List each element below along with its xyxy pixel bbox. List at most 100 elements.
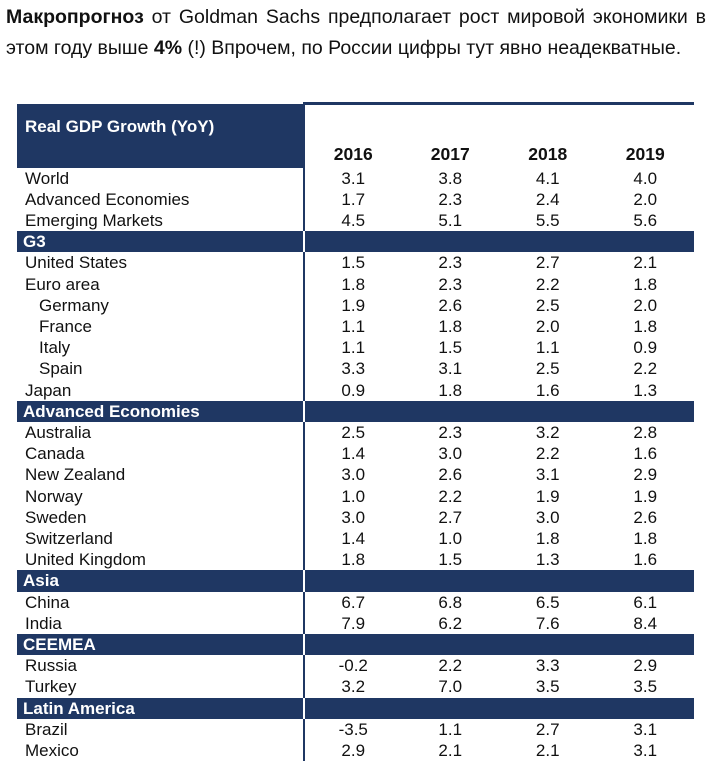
cell-value: 1.7 (341, 189, 366, 209)
intro-text-end: (!) Впрочем, по России цифры тут явно не… (182, 37, 682, 59)
cell-value: 2.3 (438, 422, 463, 442)
cell-value: 6.8 (438, 592, 463, 612)
cell-value: 6.1 (633, 592, 658, 612)
section-fill (304, 697, 694, 719)
table-row: Switzerland 1.4 1.0 1.8 1.8 (17, 527, 694, 550)
cell-value: 1.8 (535, 528, 560, 548)
cell-value: 2.1 (438, 740, 463, 760)
table-row: United Kingdom 1.8 1.5 1.3 1.6 (17, 549, 694, 571)
table-row: France 1.1 1.8 2.0 1.8 (17, 315, 694, 338)
cell-value: 1.0 (341, 486, 366, 506)
row-label: France (17, 315, 305, 338)
cell-value: 2.3 (438, 274, 463, 294)
cell-value: 1.8 (633, 528, 658, 548)
cell-value: 2.6 (633, 507, 658, 527)
cell-value: 2.3 (438, 189, 463, 209)
cell-value: 3.8 (438, 168, 463, 188)
row-label: Switzerland (17, 527, 305, 550)
cell-value: 3.0 (438, 444, 463, 464)
cell-value: 1.5 (341, 253, 366, 273)
cell-value: 7.9 (341, 613, 366, 633)
table-row: Emerging Markets 4.5 5.1 5.5 5.6 (17, 209, 694, 232)
cell-value: 1.8 (341, 274, 366, 294)
row-label: Germany (17, 294, 305, 316)
table-row: Mexico 2.9 2.1 2.1 3.1 (17, 739, 694, 762)
cell-value: 3.0 (341, 465, 366, 485)
row-label: Euro area (17, 273, 305, 295)
section-header-row: Advanced Economies (17, 400, 694, 422)
cell-value: 2.0 (633, 295, 658, 315)
cell-value: 1.8 (633, 316, 658, 336)
cell-value: 2.0 (535, 316, 560, 336)
cell-value: 2.1 (633, 253, 658, 273)
section-fill (304, 231, 694, 253)
intro-paragraph: Макропрогноз от Goldman Sachs предполага… (6, 2, 706, 64)
cell-value: 3.1 (341, 168, 366, 188)
year-header: 2016 (303, 102, 402, 168)
cell-value: 0.9 (341, 380, 366, 400)
cell-value: 5.5 (535, 210, 560, 230)
cell-value: 3.0 (535, 507, 560, 527)
cell-value: 1.9 (633, 486, 658, 506)
cell-value: 3.0 (341, 507, 366, 527)
cell-value: 1.8 (438, 316, 463, 336)
table-body: World 3.1 3.8 4.1 4.0 Advanced Economies 1.7 2.… (17, 167, 694, 762)
table-row: China 6.7 6.8 6.5 6.1 (17, 591, 694, 613)
table-row: Russia -0.2 2.2 3.3 2.9 (17, 655, 694, 677)
cell-value: 2.7 (535, 253, 560, 273)
cell-value: 2.0 (633, 189, 658, 209)
table-row: Germany 1.9 2.6 2.5 2.0 (17, 294, 694, 316)
cell-value: 1.5 (438, 338, 463, 358)
cell-value: 2.7 (438, 507, 463, 527)
row-label: Emerging Markets (17, 209, 305, 232)
section-fill (304, 570, 694, 592)
cell-value: 6.7 (341, 592, 366, 612)
section-label: Latin America (17, 697, 305, 719)
table-row: Advanced Economies 1.7 2.3 2.4 2.0 (17, 188, 694, 210)
table-row: New Zealand 3.0 2.6 3.1 2.9 (17, 464, 694, 486)
gdp-growth-table: Real GDP Growth (YoY) 2016 2017 2018 201… (17, 102, 694, 762)
cell-value: 3.5 (633, 677, 658, 697)
cell-value: 1.6 (633, 550, 658, 570)
table-row: Turkey 3.2 7.0 3.5 3.5 (17, 676, 694, 698)
cell-value: 2.2 (438, 486, 463, 506)
cell-value: 2.6 (438, 465, 463, 485)
row-label: United States (17, 252, 305, 274)
row-label: Norway (17, 485, 305, 507)
row-label: Mexico (17, 739, 305, 762)
cell-value: 2.9 (341, 740, 366, 760)
cell-value: 0.9 (633, 338, 658, 358)
cell-value: 3.1 (633, 719, 658, 739)
cell-value: 1.6 (535, 380, 560, 400)
section-fill (304, 400, 694, 422)
intro-highlight: 4% (153, 37, 183, 59)
section-header-row: CEEMEA (17, 633, 694, 656)
cell-value: 2.1 (535, 740, 560, 760)
table-row: Canada 1.4 3.0 2.2 1.6 (17, 443, 694, 465)
cell-value: 3.5 (535, 677, 560, 697)
cell-value: 1.8 (633, 274, 658, 294)
cell-value: 1.4 (341, 444, 366, 464)
row-label: Sweden (17, 506, 305, 528)
cell-value: -3.5 (338, 719, 368, 739)
cell-value: 1.9 (341, 295, 366, 315)
cell-value: 3.1 (633, 740, 658, 760)
row-label: Advanced Economies (17, 188, 305, 210)
cell-value: 5.1 (438, 210, 463, 230)
cell-value: 1.3 (535, 550, 560, 570)
cell-value: 4.0 (633, 168, 658, 188)
table-row: Italy 1.1 1.5 1.1 0.9 (17, 337, 694, 359)
cell-value: 2.5 (341, 422, 366, 442)
year-header: 2019 (596, 102, 694, 168)
table-row: Euro area 1.8 2.3 2.2 1.8 (17, 273, 694, 295)
table-title: Real GDP Growth (YoY) (17, 103, 304, 168)
cell-value: 1.1 (341, 338, 366, 358)
intro-text: от Goldman Sachs предполагает рост миров… (6, 6, 706, 59)
section-header-row: Asia (17, 570, 694, 592)
table-row: Australia 2.5 2.3 3.2 2.8 (17, 421, 694, 444)
cell-value: 1.1 (535, 338, 560, 358)
section-header-row: G3 (17, 231, 694, 253)
table-row: World 3.1 3.8 4.1 4.0 (17, 167, 694, 189)
cell-value: 6.2 (438, 613, 463, 633)
cell-value: 7.0 (438, 677, 463, 697)
